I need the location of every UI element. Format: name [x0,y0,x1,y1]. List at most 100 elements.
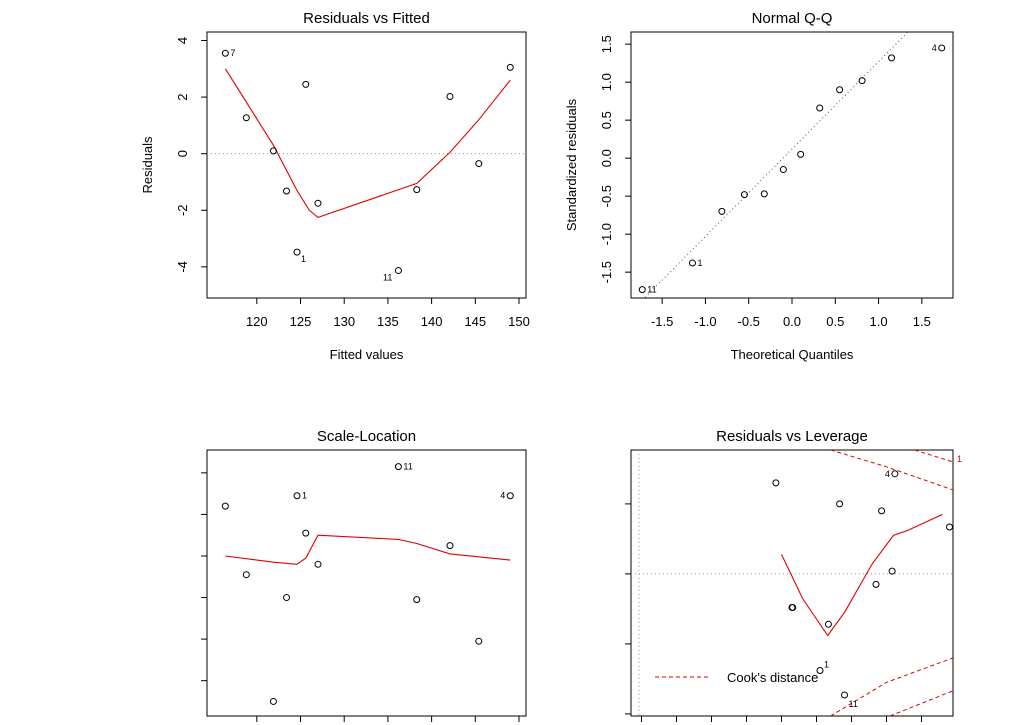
x-tick-label: -1.0 [694,314,716,329]
plot-area [631,450,953,716]
x-tick-label: 0.5 [826,314,844,329]
x-axis-label: Fitted values [330,347,404,362]
data-point [872,580,880,588]
data-point [446,542,454,550]
data-point [688,259,696,267]
chart-title: Residuals vs Fitted [303,10,430,27]
plot-area [643,32,909,298]
data-point [740,191,748,199]
y-tick-label: -2 [175,204,190,216]
data-point [269,147,277,155]
chart-title: Scale-Location [317,428,416,445]
x-tick-label: 1.5 [913,314,931,329]
data-point [824,620,832,628]
contour-label: 1 [957,454,962,464]
x-tick-label: 135 [377,314,399,329]
data-point [283,187,291,195]
y-tick-label: 4 [175,37,190,44]
point-label: 4 [885,469,890,479]
point-label: 4 [500,491,505,501]
y-tick-label: 0.0 [599,149,614,167]
y-tick-label: 0.5 [599,111,614,129]
plot-frame [630,449,954,717]
point-label: 1 [697,258,702,268]
data-point [293,492,301,500]
y-axis-label: Residuals [140,136,155,194]
x-tick-label: 125 [290,314,312,329]
data-point [302,529,310,537]
point-label: 11 [403,462,412,472]
data-point [242,571,250,579]
data-point [475,637,483,645]
data-point [891,470,899,478]
x-tick-label: 130 [333,314,355,329]
x-tick-label: 150 [508,314,530,329]
x-tick-label: 1.0 [870,314,888,329]
plot-frame [206,31,527,299]
plot-area [225,534,511,565]
data-point [718,207,726,215]
point-label: 1 [824,660,829,670]
point-label: 1 [302,491,307,501]
cooks-distance-contour [830,450,953,491]
data-point [446,93,454,101]
data-point [638,286,646,294]
data-point [302,80,310,88]
y-tick-label: 0 [175,150,190,157]
data-point [797,150,805,158]
y-tick-label: 2 [175,93,190,100]
data-point [836,500,844,508]
data-point [858,77,866,85]
data-point [506,63,514,71]
plot-frame [206,449,527,717]
data-point [394,463,402,471]
data-point [221,49,229,57]
data-point [816,667,824,674]
data-point [475,160,483,168]
point-label: 11 [383,273,392,283]
data-point [314,199,322,207]
point-label: 7 [230,48,235,58]
legend-label: Cook's distance [727,670,818,685]
panel-2: Normal Q-Q -1.5 -1.0 -0.5 0.0 0.5 1.0 1.5 -1.5 -1… [564,10,954,362]
data-point [283,594,291,602]
data-point [888,567,896,575]
data-point [221,502,229,510]
x-tick-label: 120 [246,314,268,329]
data-point [938,44,946,52]
data-point [506,492,514,500]
data-point [269,697,277,705]
data-point [789,604,797,611]
y-axis-label: Standardized residuals [564,98,579,231]
point-label: 1 [301,254,306,264]
y-tick-label: 1.5 [599,35,614,53]
y-tick-label: -1.0 [599,223,614,245]
x-axis-label: Theoretical Quantiles [731,347,854,362]
y-tick-label: -4 [175,261,190,273]
data-point [293,248,301,256]
data-point [946,523,953,531]
point-label: 11 [849,699,858,709]
data-point [242,114,250,122]
cooks-distance-contour [830,657,953,716]
data-point [836,86,844,94]
cooks-distance-contour [889,690,953,716]
plot-frame [630,31,954,299]
data-point [413,186,421,194]
smooth-line [781,513,943,637]
point-label: 11 [647,285,656,295]
data-point [413,596,421,604]
data-point [779,166,787,174]
data-point [841,691,848,699]
qq-reference-line [643,32,909,298]
y-tick-label: -1.5 [599,261,614,283]
data-point [394,267,402,275]
data-point [314,560,322,568]
y-tick-label: 1.0 [599,73,614,91]
x-tick-label: 140 [421,314,443,329]
x-tick-label: 0.0 [783,314,801,329]
